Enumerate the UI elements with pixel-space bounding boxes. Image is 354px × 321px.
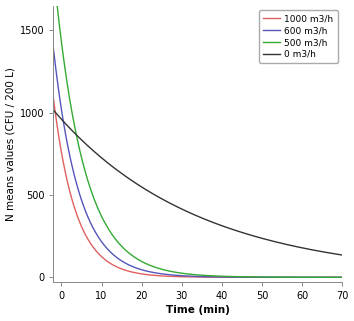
1000 m3/h <box>332 275 336 279</box>
Legend: 1000 m3/h, 600 m3/h, 500 m3/h, 0 m3/h: 1000 m3/h, 600 m3/h, 500 m3/h, 0 m3/h <box>259 10 338 63</box>
0 m3/h <box>192 213 196 216</box>
1000 m3/h <box>192 275 196 279</box>
0 m3/h <box>184 209 188 213</box>
500 m3/h <box>332 275 336 279</box>
500 m3/h <box>184 272 188 276</box>
0 m3/h <box>66 125 70 128</box>
0 m3/h <box>332 252 336 256</box>
600 m3/h <box>184 274 188 278</box>
1000 m3/h <box>66 183 70 187</box>
0 m3/h <box>279 241 283 245</box>
0 m3/h <box>332 252 336 256</box>
Line: 600 m3/h: 600 m3/h <box>53 48 342 277</box>
1000 m3/h <box>51 96 56 100</box>
600 m3/h <box>332 275 336 279</box>
500 m3/h <box>332 275 336 279</box>
1000 m3/h <box>279 275 283 279</box>
1000 m3/h <box>332 275 336 279</box>
1000 m3/h <box>184 275 188 279</box>
500 m3/h <box>279 275 283 279</box>
600 m3/h <box>66 146 70 150</box>
Line: 1000 m3/h: 1000 m3/h <box>53 98 342 277</box>
1000 m3/h <box>340 275 344 279</box>
0 m3/h <box>51 108 56 112</box>
600 m3/h <box>192 274 196 278</box>
600 m3/h <box>340 275 344 279</box>
Line: 500 m3/h: 500 m3/h <box>53 0 342 277</box>
0 m3/h <box>340 253 344 257</box>
500 m3/h <box>340 275 344 279</box>
600 m3/h <box>332 275 336 279</box>
500 m3/h <box>192 273 196 276</box>
500 m3/h <box>66 88 70 91</box>
Line: 0 m3/h: 0 m3/h <box>53 110 342 255</box>
X-axis label: Time (min): Time (min) <box>166 306 230 316</box>
Y-axis label: N means values (CFU / 200 L): N means values (CFU / 200 L) <box>6 67 16 221</box>
600 m3/h <box>279 275 283 279</box>
600 m3/h <box>51 46 56 50</box>
